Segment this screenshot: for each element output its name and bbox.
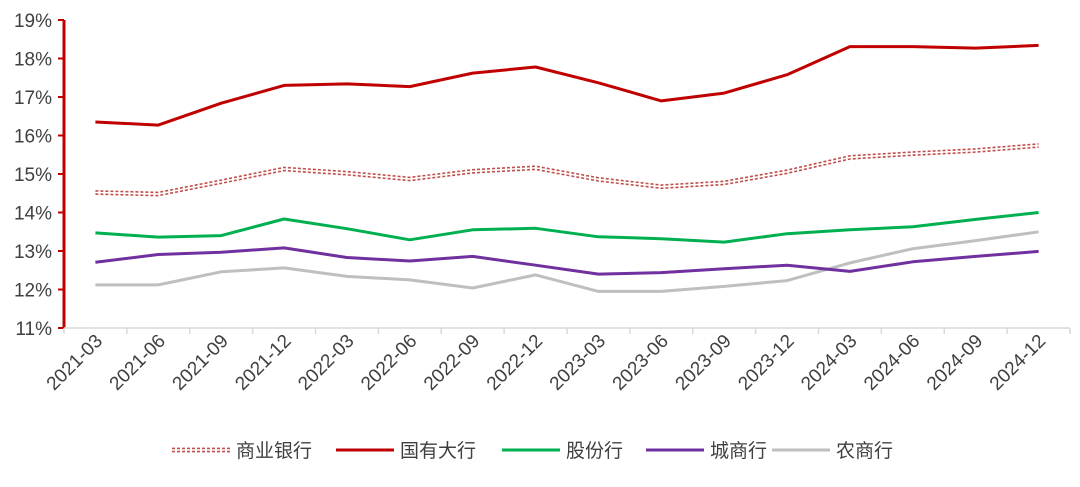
x-tick-label: 2023-06 <box>609 331 673 395</box>
legend-item: 商业银行 <box>172 440 312 462</box>
x-tick-label: 2024-03 <box>797 331 861 395</box>
series-group <box>95 43 1039 293</box>
legend-item: 城商行 <box>646 440 767 462</box>
y-tick-label: 15% <box>14 165 52 186</box>
x-tick-label: 2021-12 <box>231 331 295 395</box>
legend-item: 国有大行 <box>336 440 476 462</box>
y-tick-label: 12% <box>14 281 52 302</box>
x-tick-label: 2022-03 <box>294 331 358 395</box>
x-tick-label: 2021-06 <box>106 331 170 395</box>
x-axis: 2021-032021-062021-092021-122022-032022-… <box>43 327 1071 395</box>
legend-item: 股份行 <box>502 440 623 462</box>
y-tick-label: 19% <box>14 11 52 32</box>
y-tick-label: 14% <box>14 204 52 225</box>
y-tick-label: 17% <box>14 88 52 109</box>
x-tick-label: 2022-12 <box>483 331 547 395</box>
x-tick-label: 2024-12 <box>986 331 1050 395</box>
y-tick-label: 16% <box>14 127 52 148</box>
x-tick-label: 2023-03 <box>546 331 610 395</box>
legend-label: 股份行 <box>566 440 623 462</box>
legend-item: 农商行 <box>772 440 893 462</box>
x-tick-label: 2022-06 <box>357 331 421 395</box>
x-tick-label: 2023-12 <box>734 331 798 395</box>
x-tick-label: 2021-09 <box>169 331 233 395</box>
x-tick-label: 2022-09 <box>420 331 484 395</box>
series-line-2 <box>95 211 1039 244</box>
series-line-stroke <box>95 143 1039 194</box>
legend-label: 城商行 <box>710 440 767 462</box>
series-line-3 <box>95 246 1039 276</box>
series-line-commercial-banks <box>95 143 1039 197</box>
x-tick-label: 2023-09 <box>672 331 736 395</box>
legend-label: 国有大行 <box>400 440 476 462</box>
series-line-stroke <box>95 146 1039 197</box>
y-axis: 11% 12% 13% 14% 15% 16% 17% 18% 19% <box>14 11 66 340</box>
x-tick-label: 2024-09 <box>923 331 987 395</box>
x-tick-label: 2024-06 <box>860 331 924 395</box>
series-line-4 <box>95 230 1039 293</box>
y-tick-label: 13% <box>14 242 52 263</box>
series-line-1 <box>95 43 1039 127</box>
y-tick-label: 11% <box>15 319 52 340</box>
legend: 商业银行 国有大行 股份行 城商行 农商行 <box>172 440 893 462</box>
legend-label: 农商行 <box>836 440 893 462</box>
legend-label: 商业银行 <box>236 440 312 462</box>
y-tick-label: 18% <box>14 50 52 71</box>
x-tick-label: 2021-03 <box>43 331 107 395</box>
